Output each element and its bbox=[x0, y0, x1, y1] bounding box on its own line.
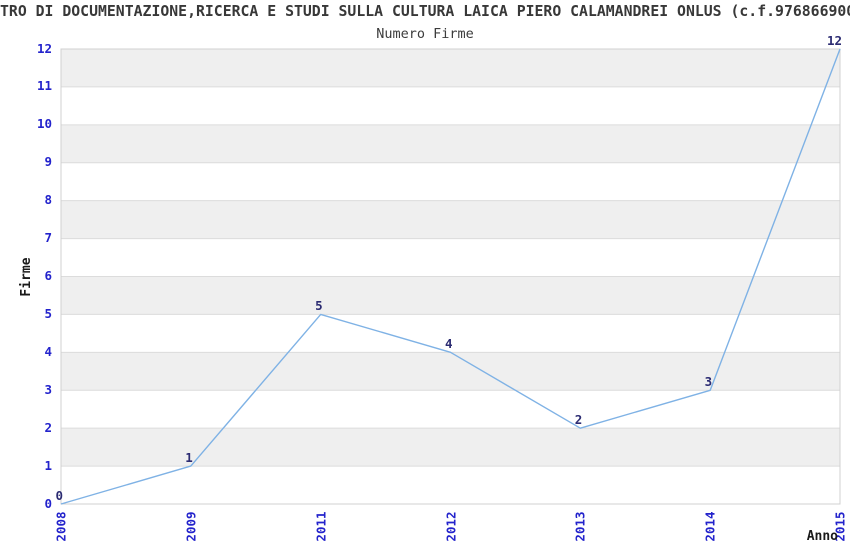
plot-band bbox=[61, 124, 840, 163]
data-point-label: 3 bbox=[704, 374, 713, 390]
x-tick-label: 2008 bbox=[53, 511, 69, 542]
plot-band bbox=[61, 390, 840, 429]
data-point-label: 2 bbox=[574, 412, 583, 428]
y-tick-label: 7 bbox=[44, 230, 52, 246]
plot-band bbox=[61, 314, 840, 353]
data-point-label: 4 bbox=[444, 336, 453, 352]
plot-band bbox=[61, 466, 840, 504]
y-tick-label: 2 bbox=[44, 419, 52, 435]
x-tick-label: 2012 bbox=[443, 511, 458, 542]
y-axis-label: Firme bbox=[19, 257, 34, 297]
x-tick-label: 2011 bbox=[313, 511, 329, 542]
chart-subtitle: Numero Firme bbox=[376, 26, 474, 42]
x-tick-label: 2013 bbox=[572, 511, 588, 542]
y-tick-label: 6 bbox=[44, 268, 52, 283]
y-tick-label: 5 bbox=[44, 305, 52, 321]
y-tick-label: 9 bbox=[44, 154, 52, 170]
plot-area-border bbox=[60, 48, 841, 505]
plot-band bbox=[61, 238, 840, 277]
chart-title: TRO DI DOCUMENTAZIONE,RICERCA E STUDI SU… bbox=[0, 3, 850, 20]
plot-band bbox=[61, 276, 840, 315]
plot-band bbox=[61, 49, 840, 87]
data-point-label: 1 bbox=[185, 450, 193, 466]
y-tick-label: 0 bbox=[44, 495, 52, 511]
y-tick-label: 11 bbox=[36, 78, 52, 94]
plot-band bbox=[61, 86, 840, 125]
data-point-label: 12 bbox=[826, 33, 842, 48]
data-point-label: 5 bbox=[315, 298, 323, 314]
y-tick-label: 3 bbox=[44, 381, 52, 397]
x-axis-label: Anno bbox=[806, 529, 838, 544]
x-tick-label: 2014 bbox=[702, 511, 718, 542]
y-tick-label: 1 bbox=[44, 457, 52, 473]
plot-band bbox=[61, 200, 840, 239]
plot-band bbox=[61, 162, 840, 201]
y-tick-label: 4 bbox=[44, 343, 52, 359]
data-line bbox=[60, 48, 841, 505]
y-tick-label: 12 bbox=[36, 40, 52, 56]
plot-band bbox=[61, 428, 840, 467]
data-point-label: 0 bbox=[55, 488, 63, 503]
y-tick-label: 10 bbox=[36, 116, 52, 132]
plot-band bbox=[61, 352, 840, 391]
x-tick-label: 2009 bbox=[183, 511, 199, 542]
y-tick-label: 8 bbox=[44, 192, 52, 208]
